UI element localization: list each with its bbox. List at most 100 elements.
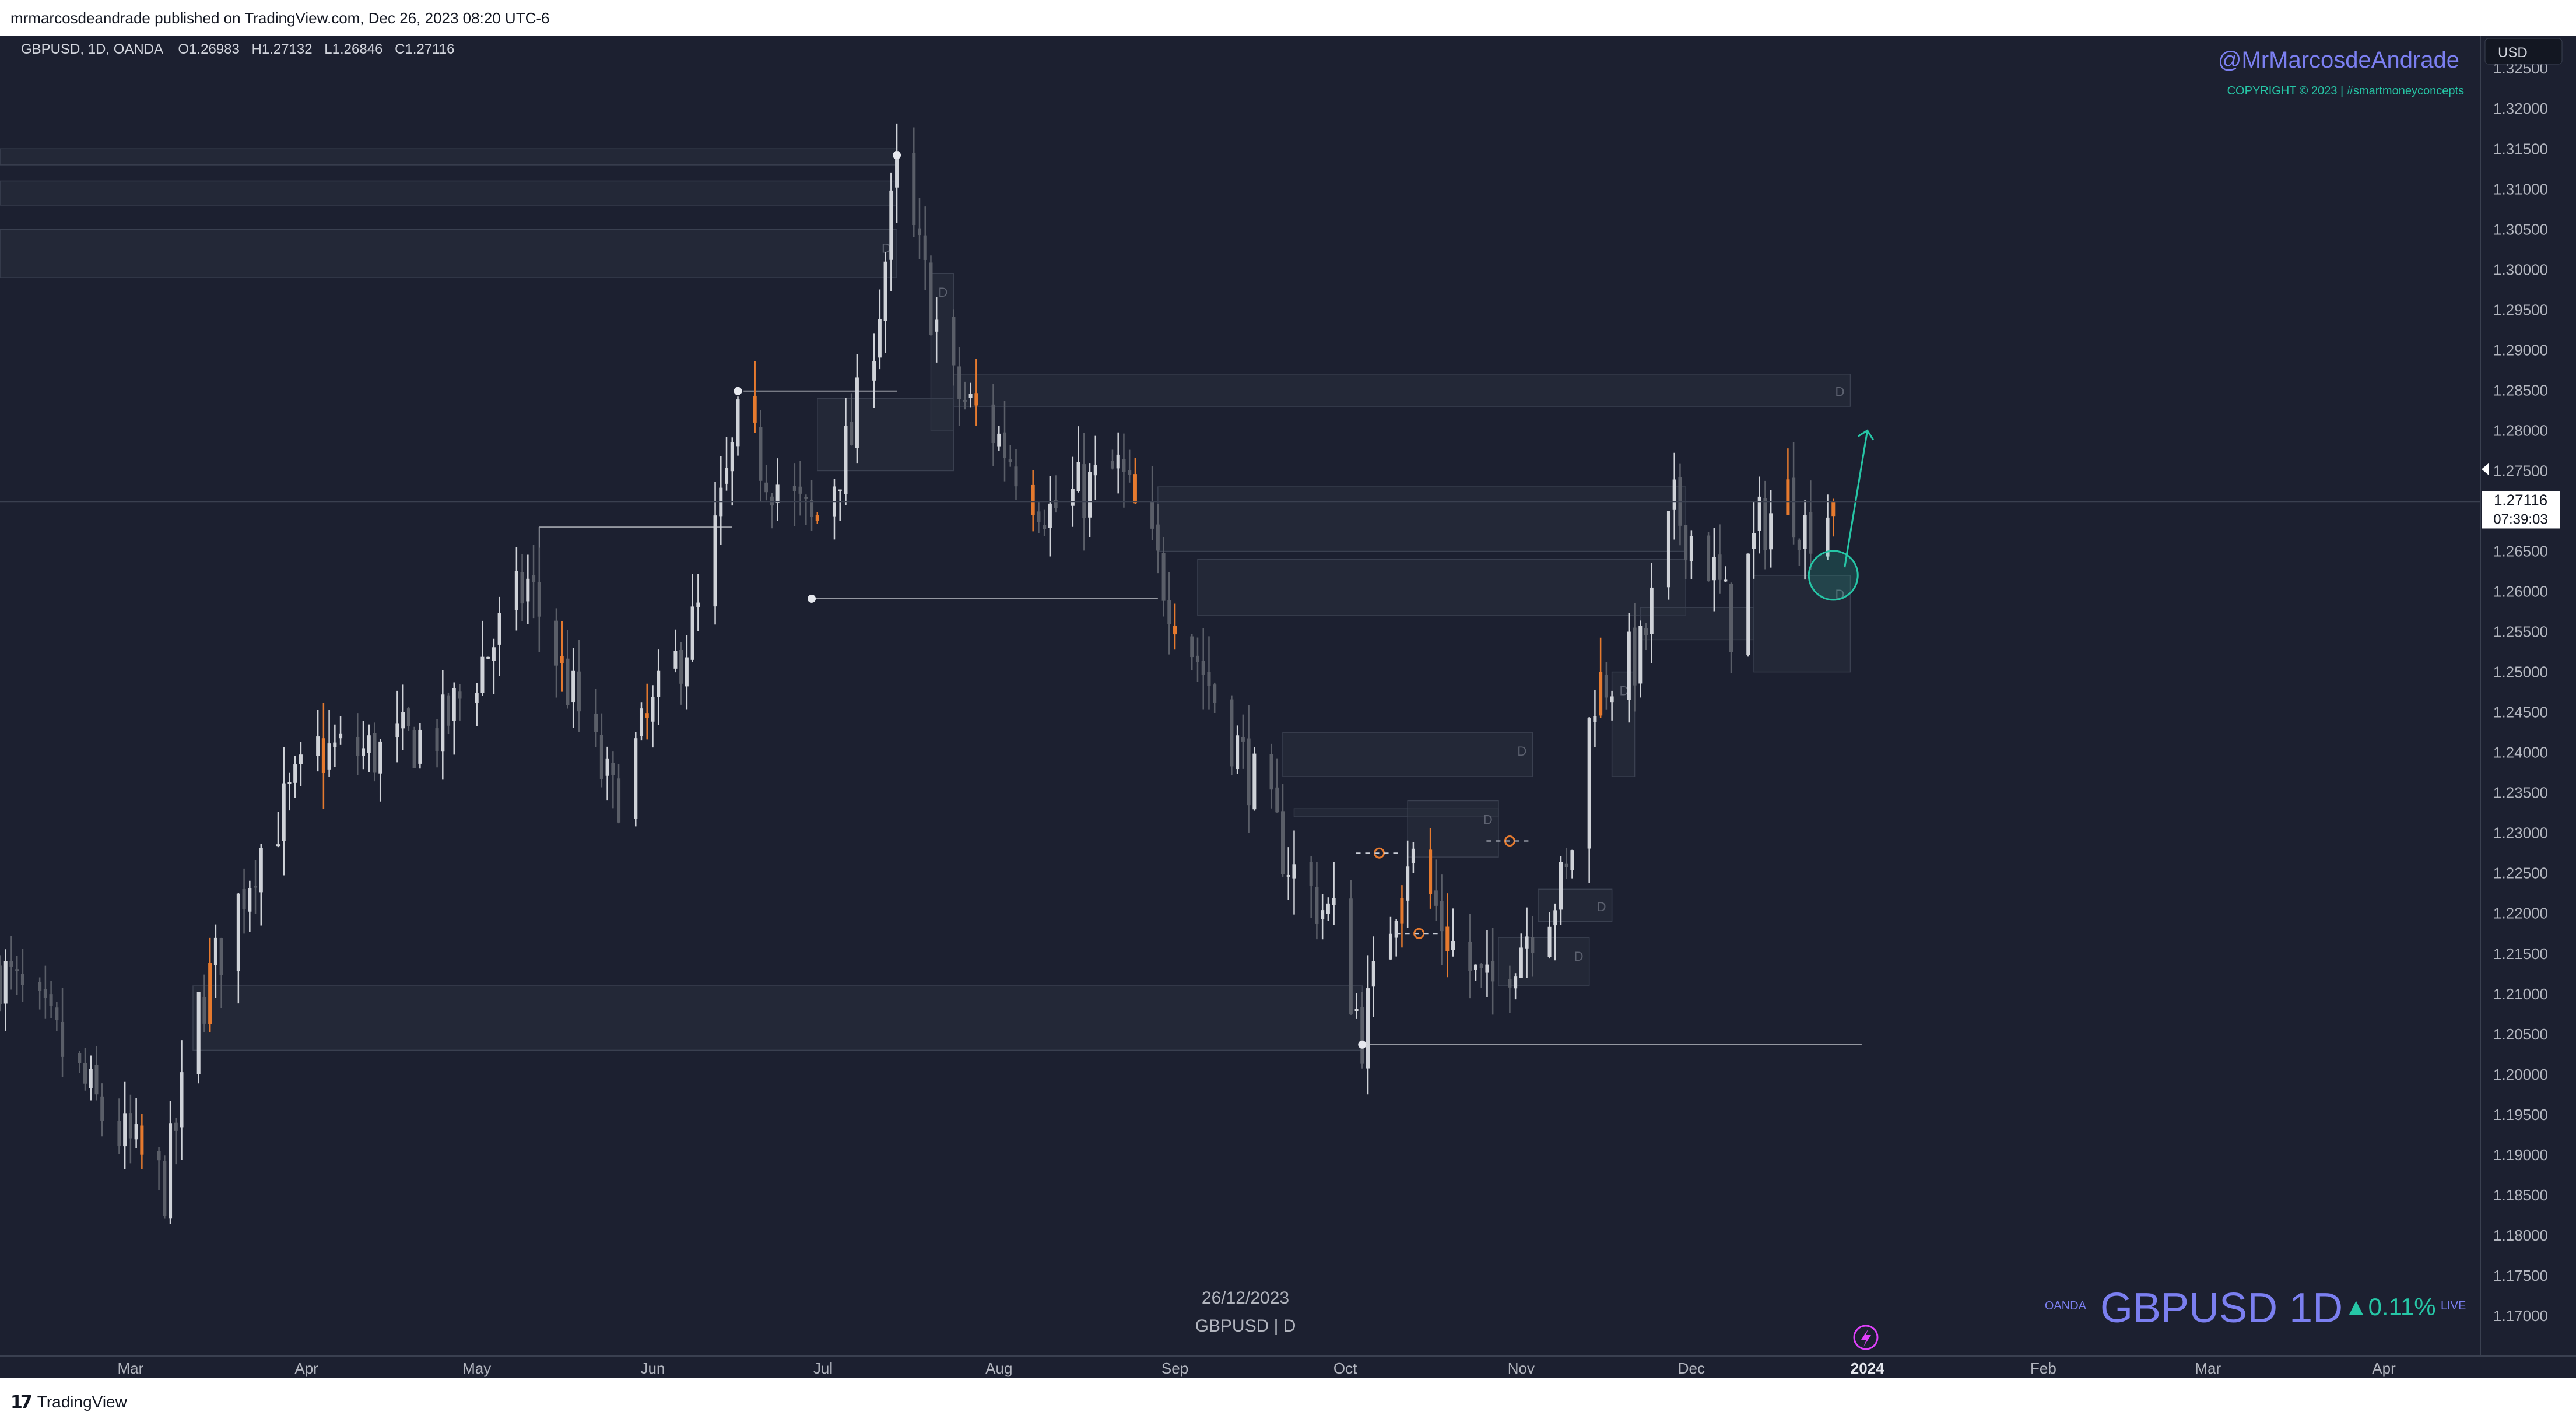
zone [0, 148, 897, 166]
candle-body [1315, 887, 1319, 924]
candle-body [1173, 626, 1177, 635]
candle [1088, 463, 1092, 537]
candle [1247, 705, 1251, 833]
candle [917, 198, 922, 259]
candle-body [1746, 553, 1750, 655]
candle [1054, 475, 1058, 513]
candle-body [276, 844, 280, 847]
candle [378, 739, 382, 802]
time-tick: Dec [1678, 1360, 1705, 1377]
candle [912, 127, 916, 237]
tradingview-logo[interactable]: 17 TradingView [10, 1392, 127, 1413]
candle [1724, 566, 1728, 582]
candle-body [1570, 850, 1574, 870]
candle [1280, 784, 1285, 878]
candle [401, 684, 405, 750]
price-tick: 1.21000 [2493, 985, 2548, 1003]
candle-body [196, 992, 201, 1074]
candle-body [759, 427, 763, 481]
candle-body [1236, 735, 1240, 770]
candle-body [174, 1122, 178, 1131]
candle-body [838, 489, 842, 491]
candle [1002, 401, 1007, 482]
candle-body [1156, 524, 1160, 551]
candle-body [1547, 926, 1552, 957]
candle [753, 361, 757, 433]
candle [1599, 637, 1603, 718]
currency-label[interactable]: USD [2484, 38, 2563, 65]
price-tick: 1.20000 [2493, 1066, 2548, 1083]
candle [1037, 501, 1041, 533]
candle-body [1128, 470, 1132, 475]
zone-label: D [1483, 812, 1493, 827]
candle-body [1468, 941, 1472, 971]
candle-body [475, 693, 479, 703]
candle-body [577, 671, 581, 712]
candle-body [1707, 535, 1711, 581]
price-tick: 1.24500 [2493, 704, 2548, 721]
candle [140, 1113, 144, 1169]
candle-body [100, 1096, 104, 1121]
candle [89, 1055, 93, 1101]
candle-body [1360, 1007, 1364, 1064]
candle [1406, 840, 1410, 928]
price-tick: 1.28000 [2493, 422, 2548, 439]
candle [282, 747, 286, 876]
tradingview-brand: TradingView [37, 1393, 127, 1411]
time-tick: Feb [2030, 1360, 2056, 1377]
candle [1514, 973, 1518, 1000]
time-tick: Oct [1333, 1360, 1357, 1377]
candle [963, 381, 967, 410]
candle-body [1122, 459, 1126, 472]
candle [634, 732, 638, 827]
candle [775, 458, 780, 521]
candle [1043, 509, 1047, 536]
candle [1201, 628, 1205, 710]
candle-body [1445, 926, 1450, 951]
time-tick: Jul [813, 1360, 833, 1377]
candle [883, 252, 887, 353]
candle-body [49, 994, 53, 1006]
candle [1689, 530, 1693, 579]
candle [492, 638, 496, 695]
candle-body [1207, 672, 1211, 686]
candle-body [775, 484, 780, 503]
candle [1684, 525, 1688, 579]
candle-body [361, 748, 366, 756]
zone [1640, 607, 1754, 641]
candle-body [1349, 898, 1353, 1015]
zone-label: D [1517, 744, 1526, 758]
candle [832, 479, 836, 540]
candle [1371, 936, 1375, 1017]
candle [248, 880, 252, 932]
price-tick: 1.19500 [2493, 1106, 2548, 1123]
candle-body [770, 496, 774, 506]
candle [1269, 743, 1273, 809]
watermark-change: ▲0.11% [2344, 1293, 2436, 1320]
candle-body [537, 582, 541, 617]
candle-body [163, 1161, 167, 1216]
candle-body [1559, 862, 1563, 910]
candle [287, 772, 292, 811]
candle [367, 724, 371, 772]
candle [83, 1048, 87, 1091]
price-tick: 1.18500 [2493, 1186, 2548, 1204]
price-tick: 1.25500 [2493, 623, 2548, 641]
candle-body [1411, 848, 1415, 863]
candle [1400, 885, 1404, 948]
lightning-icon[interactable] [1853, 1325, 1879, 1350]
entry-circle [1808, 550, 1859, 601]
candle-body [458, 691, 462, 699]
candle-body [1564, 863, 1568, 867]
candle [764, 465, 768, 501]
candle-body [1599, 672, 1603, 716]
candle-body [1604, 675, 1608, 698]
candle [537, 547, 541, 652]
swing-point [1358, 1040, 1367, 1049]
zone [1538, 888, 1613, 922]
zone [1753, 575, 1851, 673]
structure-levels [538, 390, 1862, 1045]
candle [1354, 993, 1359, 1019]
